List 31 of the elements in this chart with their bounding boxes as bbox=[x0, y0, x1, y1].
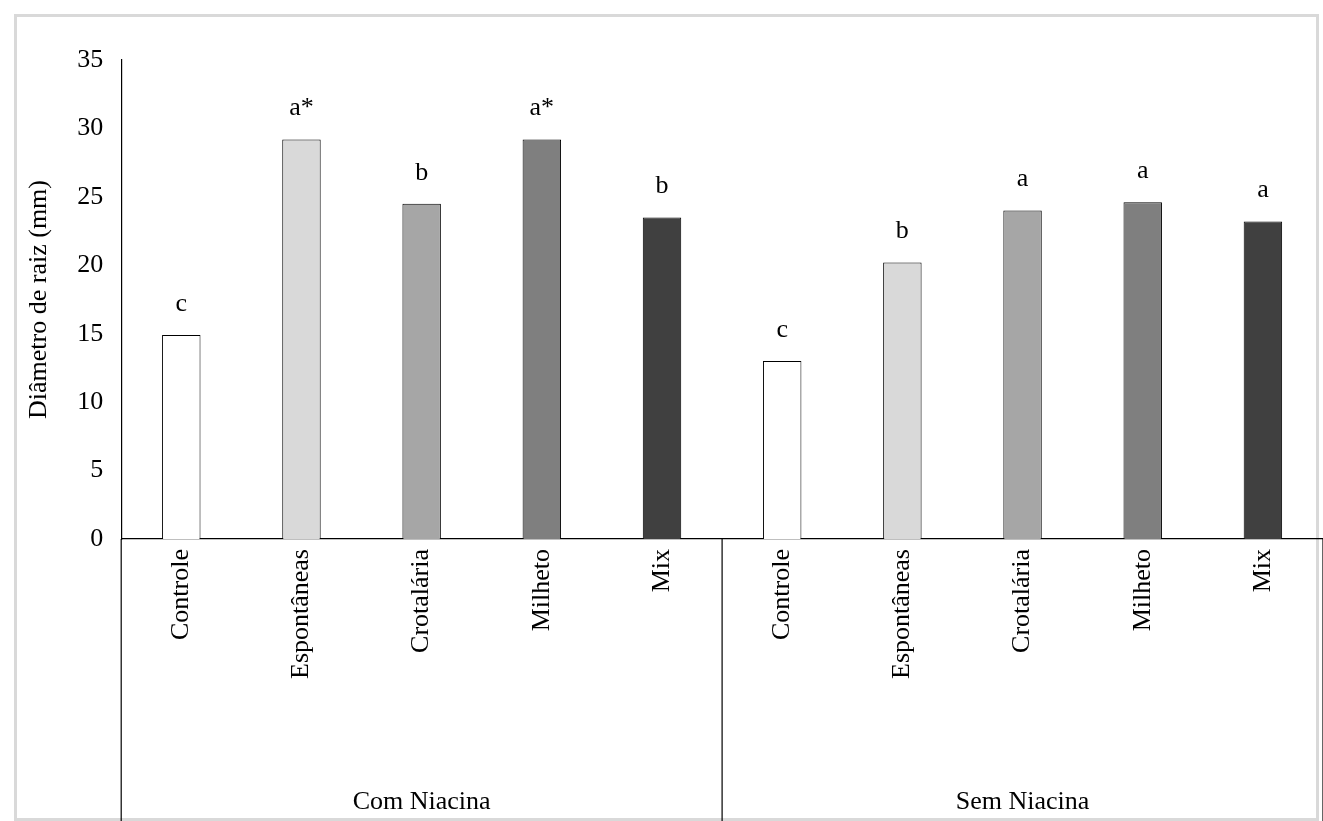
x-tick-label: Controle bbox=[766, 549, 796, 640]
data-label: b bbox=[415, 156, 429, 186]
x-tick-label: Crotalária bbox=[1006, 548, 1036, 653]
data-label: a bbox=[1136, 155, 1149, 185]
data-label: a bbox=[1257, 174, 1270, 204]
y-tick-label: 35 bbox=[77, 43, 104, 73]
y-tick-label: 25 bbox=[77, 180, 104, 210]
x-tick-label: Espontâneas bbox=[285, 549, 315, 679]
data-label: a bbox=[1016, 163, 1029, 193]
data-label: a* bbox=[289, 92, 314, 122]
y-tick-label: 5 bbox=[90, 454, 104, 484]
x-tick-label: Crotalária bbox=[405, 548, 435, 653]
x-tick-label: Mix bbox=[645, 549, 675, 593]
y-tick-label: 10 bbox=[77, 385, 104, 415]
y-tick-label: 15 bbox=[77, 317, 104, 347]
y-tick-label: 0 bbox=[90, 522, 104, 552]
data-label: b bbox=[655, 170, 669, 200]
data-label: a* bbox=[529, 92, 555, 122]
text: Com Niacina bbox=[352, 785, 492, 815]
y-tick-label: 20 bbox=[77, 249, 104, 279]
text: Sem Niacina bbox=[955, 785, 1090, 815]
data-label: c bbox=[175, 287, 188, 317]
data-label: c bbox=[776, 313, 788, 343]
data-label: b bbox=[895, 215, 909, 245]
x-tick-label: Milheto bbox=[525, 549, 555, 632]
y-axis-title: Diâmetro de raiz (mm) bbox=[23, 180, 53, 419]
x-tick-label: Milheto bbox=[1126, 549, 1156, 632]
x-tick-label: Mix bbox=[1246, 549, 1276, 593]
x-tick-label: Espontâneas bbox=[886, 549, 916, 679]
y-tick-label: 30 bbox=[77, 112, 104, 142]
x-tick-label: Controle bbox=[165, 549, 195, 640]
